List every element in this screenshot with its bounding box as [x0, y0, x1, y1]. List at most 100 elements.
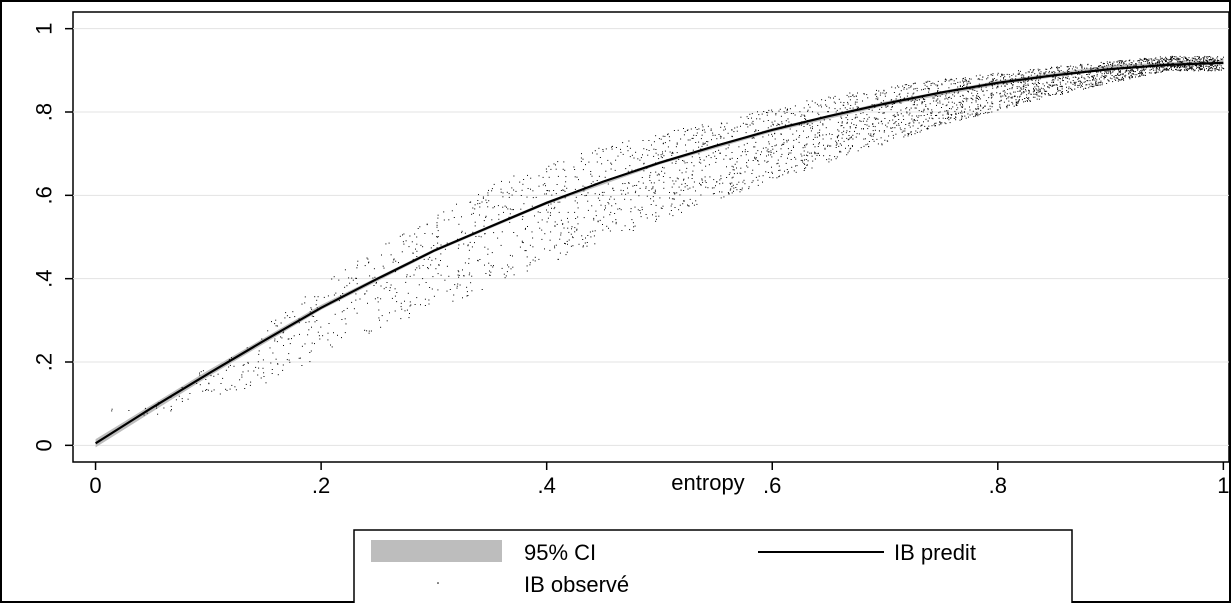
observed-point: [554, 225, 556, 227]
observed-point: [408, 317, 410, 319]
observed-point: [914, 133, 916, 135]
observed-point: [1192, 64, 1194, 66]
observed-point: [757, 179, 759, 181]
observed-point: [368, 261, 370, 263]
observed-point: [1137, 73, 1139, 74]
observed-point: [1215, 67, 1217, 69]
observed-point: [418, 284, 420, 286]
observed-point: [927, 120, 929, 122]
observed-point: [649, 174, 651, 176]
observed-point: [597, 220, 599, 222]
observed-point: [1120, 62, 1122, 64]
observed-point: [560, 234, 562, 236]
observed-point: [947, 98, 949, 100]
observed-point: [315, 304, 317, 306]
observed-point: [489, 270, 490, 272]
observed-point: [612, 188, 614, 190]
observed-point: [1035, 88, 1037, 90]
observed-point: [1055, 93, 1057, 95]
observed-point: [1191, 69, 1193, 71]
observed-point: [637, 209, 639, 211]
observed-point: [794, 114, 796, 116]
observed-point: [941, 93, 943, 95]
observed-point: [921, 102, 923, 104]
observed-point: [962, 78, 964, 80]
observed-point: [357, 260, 359, 262]
observed-point: [1198, 65, 1200, 67]
observed-point: [915, 107, 917, 109]
observed-point: [962, 80, 964, 82]
observed-point: [762, 175, 764, 177]
observed-point: [881, 143, 883, 145]
observed-point: [774, 120, 776, 122]
observed-point: [1072, 80, 1074, 81]
observed-point: [747, 151, 749, 152]
observed-point: [208, 383, 210, 385]
observed-point: [1169, 68, 1170, 70]
observed-point: [896, 112, 898, 114]
observed-point: [507, 208, 509, 210]
observed-point: [848, 145, 849, 147]
observed-point: [795, 171, 797, 173]
observed-point: [257, 361, 259, 363]
observed-point: [671, 152, 673, 154]
observed-point: [1103, 62, 1104, 64]
observed-point: [567, 243, 568, 245]
observed-point: [1057, 77, 1059, 79]
observed-point: [1188, 66, 1190, 68]
observed-point: [680, 138, 682, 140]
observed-point: [1004, 85, 1006, 87]
observed-point: [1043, 89, 1045, 91]
observed-point: [1176, 59, 1178, 61]
observed-point: [590, 173, 592, 175]
observed-point: [1036, 89, 1038, 91]
observed-point: [923, 82, 925, 84]
observed-point: [719, 135, 721, 137]
observed-point: [1159, 69, 1161, 71]
observed-point: [849, 99, 851, 101]
observed-point: [925, 106, 927, 107]
observed-point: [658, 174, 660, 176]
observed-point: [1098, 81, 1100, 83]
observed-point: [210, 375, 212, 377]
observed-point: [506, 191, 508, 193]
observed-point: [1056, 67, 1057, 69]
observed-point: [731, 165, 733, 167]
observed-point: [696, 129, 698, 130]
observed-point: [448, 219, 450, 221]
observed-point: [864, 138, 866, 140]
observed-point: [982, 90, 984, 92]
observed-point: [1107, 63, 1109, 65]
observed-point: [1131, 77, 1133, 79]
observed-point: [621, 193, 623, 195]
observed-point: [765, 171, 767, 173]
observed-point: [591, 205, 593, 207]
observed-point: [804, 115, 806, 117]
observed-point: [688, 205, 690, 207]
observed-point: [587, 192, 589, 194]
observed-point: [500, 191, 502, 193]
observed-point: [771, 156, 773, 158]
observed-point: [903, 136, 905, 138]
observed-point: [913, 92, 915, 94]
observed-point: [748, 188, 750, 190]
observed-point: [963, 98, 965, 99]
observed-point: [676, 143, 678, 145]
observed-point: [629, 156, 631, 158]
observed-point: [416, 250, 418, 252]
observed-point: [856, 99, 858, 101]
observed-point: [611, 163, 613, 165]
observed-point: [884, 105, 886, 107]
observed-point: [715, 158, 717, 159]
observed-point: [1178, 61, 1180, 63]
observed-point: [977, 108, 979, 110]
observed-point: [1167, 62, 1169, 64]
observed-point: [928, 125, 930, 127]
observed-point: [1149, 62, 1150, 64]
observed-point: [964, 80, 966, 82]
observed-point: [593, 217, 595, 219]
observed-point: [538, 258, 540, 260]
observed-point: [766, 114, 768, 116]
observed-point: [953, 80, 955, 82]
observed-point: [972, 89, 974, 91]
